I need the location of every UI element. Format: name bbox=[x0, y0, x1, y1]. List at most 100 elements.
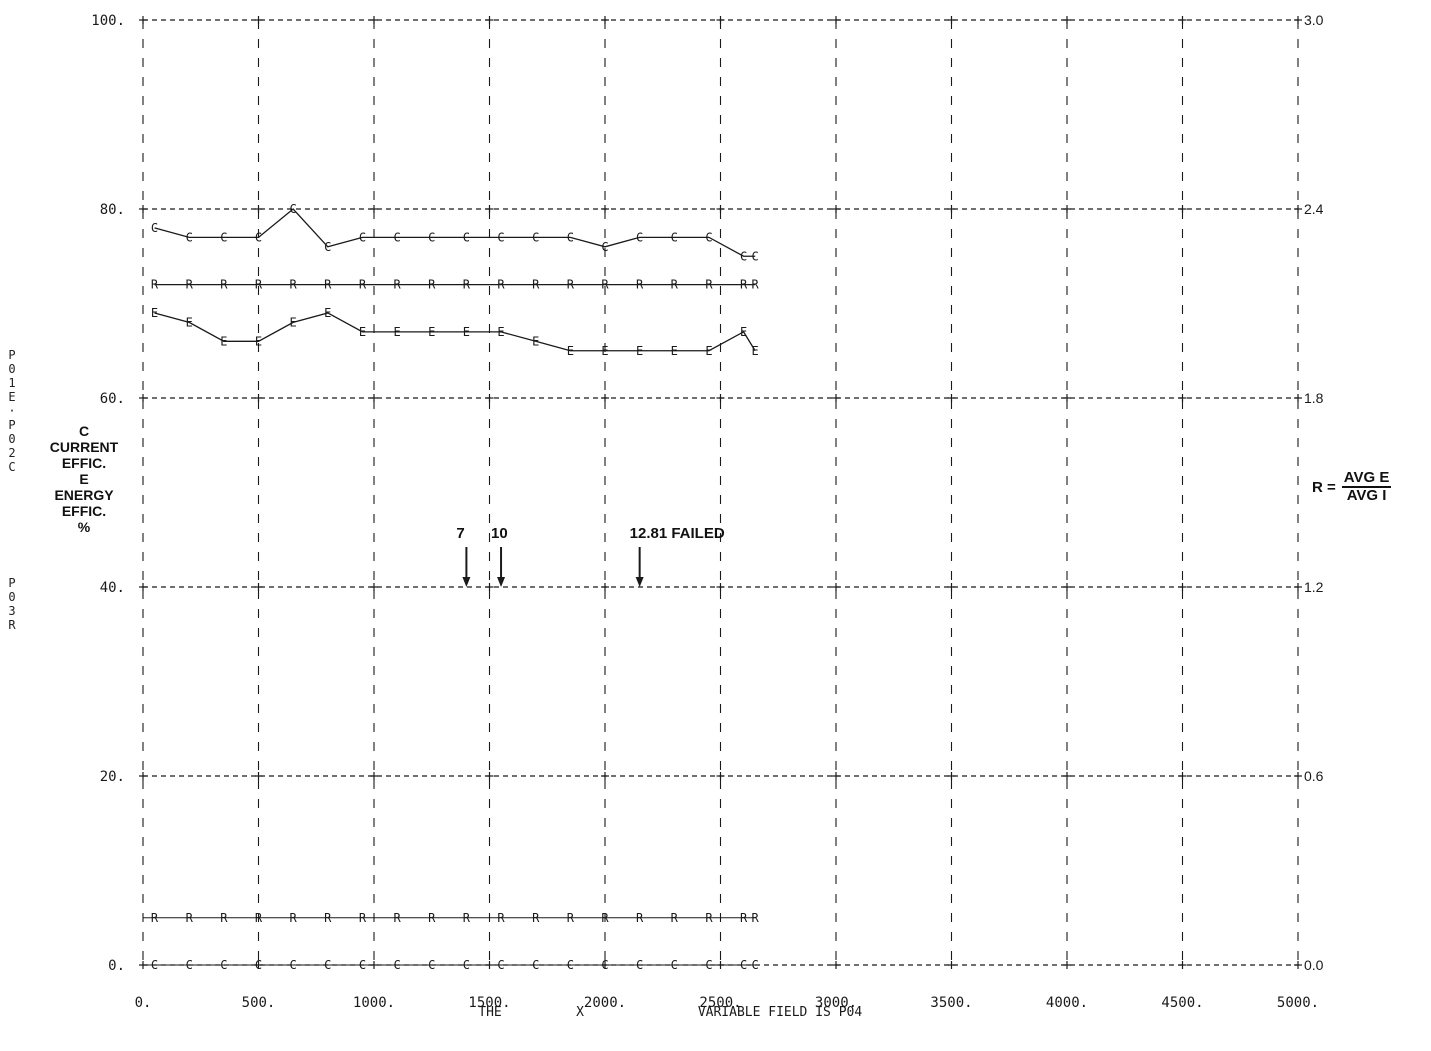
ratio-numerator: AVG E bbox=[1341, 469, 1392, 488]
y-axis-code-char: 2 bbox=[8, 446, 16, 460]
bottom-row-point-R: R bbox=[740, 911, 748, 925]
data-point-C: C bbox=[393, 230, 400, 244]
bottom-row-point-R: R bbox=[752, 911, 760, 925]
x-axis-label-word: VARIABLE FIELD IS P04 bbox=[698, 1005, 863, 1020]
bottom-row-point-R: R bbox=[532, 911, 540, 925]
y-axis-code-char: 0 bbox=[8, 362, 16, 376]
annotation-arrowhead bbox=[635, 577, 644, 587]
data-point-E: E bbox=[393, 325, 400, 339]
ratio-prefix: R = bbox=[1312, 478, 1336, 496]
bottom-row-point-C: C bbox=[752, 958, 759, 972]
x-tick-label: 0. bbox=[135, 995, 152, 1011]
bottom-row-point-R: R bbox=[567, 911, 575, 925]
y-tick-label: 0. bbox=[108, 958, 125, 974]
data-point-C: C bbox=[497, 230, 504, 244]
series-line-C bbox=[154, 208, 756, 257]
y-axis-code-char: 0 bbox=[8, 432, 16, 446]
bottom-row-point-C: C bbox=[428, 958, 435, 972]
y-axis-code-char: C bbox=[8, 460, 16, 474]
x-tick-label: 4000. bbox=[1046, 995, 1088, 1011]
data-point-C: C bbox=[359, 230, 366, 244]
bottom-row-point-R: R bbox=[290, 911, 298, 925]
data-point-E: E bbox=[255, 334, 262, 348]
data-point-C: C bbox=[636, 230, 643, 244]
bottom-row-point-R: R bbox=[636, 911, 644, 925]
y-axis-code-char: 0 bbox=[8, 590, 16, 604]
y2-tick-label: 2.4 bbox=[1304, 201, 1324, 217]
bottom-row-point-C: C bbox=[220, 958, 227, 972]
bottom-row-point-R: R bbox=[428, 911, 436, 925]
data-point-C: C bbox=[186, 230, 193, 244]
data-point-E: E bbox=[497, 325, 504, 339]
annotation-label: 12.81 FAILED bbox=[629, 525, 725, 542]
y-axis-code-char: P bbox=[8, 418, 16, 432]
y-tick-label: 100. bbox=[91, 13, 125, 29]
data-point-E: E bbox=[671, 344, 678, 358]
bottom-row-point-R: R bbox=[393, 911, 401, 925]
annotation-label: 10 bbox=[491, 525, 508, 542]
data-point-C: C bbox=[752, 249, 759, 263]
x-tick-label: 1500. bbox=[468, 995, 510, 1011]
data-point-R: R bbox=[532, 278, 540, 292]
bottom-row-point-C: C bbox=[705, 958, 712, 972]
data-point-C: C bbox=[151, 221, 158, 235]
data-point-C: C bbox=[532, 230, 539, 244]
y-axis-code-char: P bbox=[8, 576, 16, 590]
bottom-row-point-C: C bbox=[671, 958, 678, 972]
legend-line: E bbox=[79, 471, 89, 487]
data-point-C: C bbox=[290, 202, 297, 216]
data-point-R: R bbox=[186, 278, 194, 292]
bottom-row-point-C: C bbox=[151, 958, 158, 972]
data-point-E: E bbox=[290, 315, 297, 329]
tick-labels: 0. 0.0 20. 0.6 40. 1.2 60. 1.8 80. 2.4 100. 3.0 0. 50… bbox=[91, 12, 1323, 1011]
x-axis-label: THE X VARIABLE FIELD IS P04 bbox=[478, 1005, 862, 1020]
y-tick-label: 40. bbox=[100, 580, 125, 596]
x-axis-label-word: X bbox=[576, 1005, 584, 1020]
data-point-C: C bbox=[463, 230, 470, 244]
legend-line: CURRENT bbox=[49, 439, 119, 455]
data-point-R: R bbox=[601, 278, 609, 292]
bottom-row-point-R: R bbox=[463, 911, 471, 925]
data-point-E: E bbox=[740, 325, 747, 339]
y-axis-code-char: P bbox=[8, 348, 16, 362]
data-point-R: R bbox=[151, 278, 159, 292]
data-point-E: E bbox=[359, 325, 366, 339]
data-point-R: R bbox=[671, 278, 679, 292]
data-point-E: E bbox=[463, 325, 470, 339]
data-point-E: E bbox=[324, 306, 331, 320]
bottom-row-point-C: C bbox=[255, 958, 262, 972]
data-point-E: E bbox=[186, 315, 193, 329]
data-point-C: C bbox=[567, 230, 574, 244]
data-point-R: R bbox=[324, 278, 332, 292]
bottom-row-point-C: C bbox=[324, 958, 331, 972]
annotation-label: 7 bbox=[456, 525, 465, 542]
data-point-E: E bbox=[705, 344, 712, 358]
bottom-row-point-C: C bbox=[463, 958, 470, 972]
data-point-C: C bbox=[740, 249, 747, 263]
series-line-E bbox=[154, 312, 756, 352]
legend-line: % bbox=[77, 519, 91, 535]
bottom-row-point-R: R bbox=[186, 911, 194, 925]
bottom-row-point-R: R bbox=[671, 911, 679, 925]
data-point-E: E bbox=[601, 344, 608, 358]
bottom-row-point-R: R bbox=[497, 911, 505, 925]
y-tick-label: 60. bbox=[100, 391, 125, 407]
data-point-R: R bbox=[705, 278, 713, 292]
data-point-C: C bbox=[255, 230, 262, 244]
legend-line: C bbox=[78, 423, 90, 439]
legend: C CURRENT EFFIC. E ENERGY EFFIC.% bbox=[34, 423, 134, 535]
bottom-row-point-C: C bbox=[393, 958, 400, 972]
x-tick-label: 3000. bbox=[815, 995, 857, 1011]
y2-tick-label: 0.6 bbox=[1304, 768, 1324, 784]
x-tick-label: 2500. bbox=[699, 995, 741, 1011]
data-point-R: R bbox=[428, 278, 436, 292]
legend-line: EFFIC. bbox=[61, 455, 107, 471]
data-point-C: C bbox=[428, 230, 435, 244]
annotation-arrowhead bbox=[462, 577, 471, 587]
data-point-R: R bbox=[290, 278, 298, 292]
data-point-E: E bbox=[752, 344, 759, 358]
y-axis-code-char: 1 bbox=[8, 376, 16, 390]
legend-line: EFFIC. bbox=[61, 503, 107, 519]
